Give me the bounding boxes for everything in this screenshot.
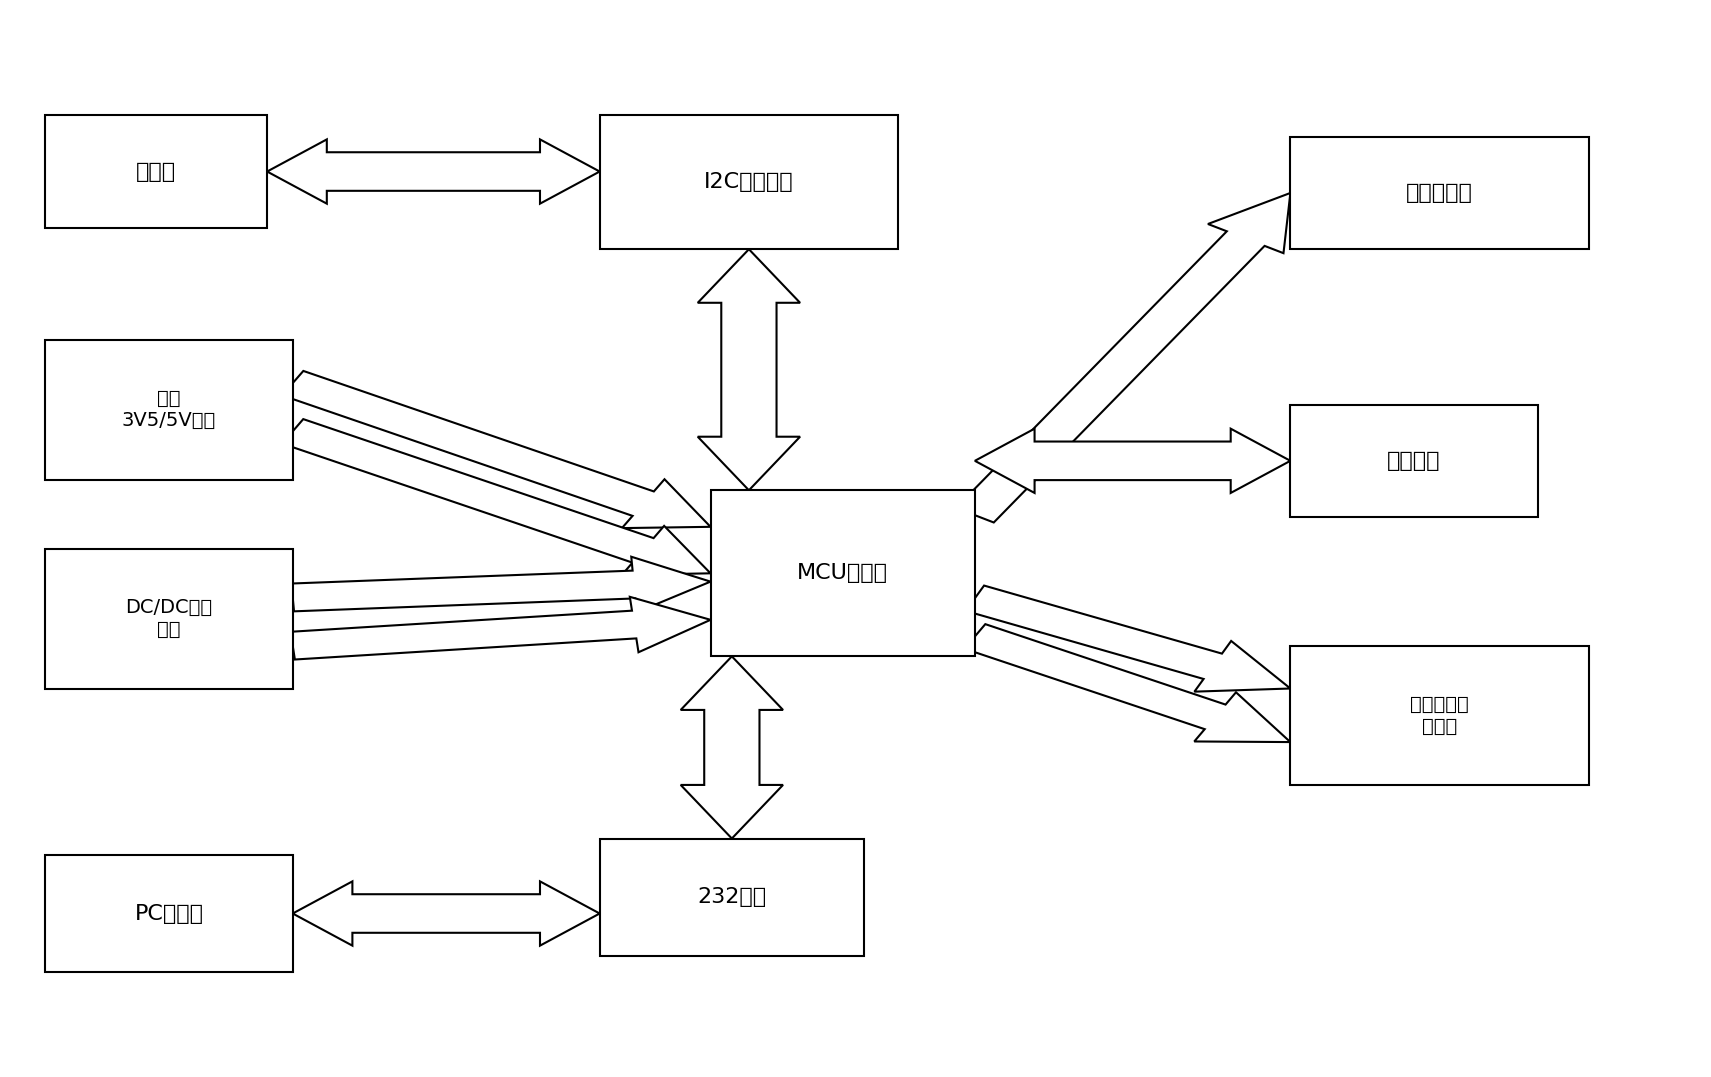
Bar [46, 854, 293, 973]
Polygon shape [267, 139, 599, 204]
Text: I2C通讯芯片: I2C通讯芯片 [705, 172, 794, 193]
Bar [46, 115, 267, 227]
Text: 发热模块: 发热模块 [1388, 451, 1441, 471]
Bar [1290, 645, 1590, 785]
Bar [710, 490, 975, 656]
Polygon shape [975, 429, 1290, 493]
Bar [599, 839, 864, 956]
Bar [1290, 137, 1590, 249]
Bar [1290, 405, 1538, 517]
Bar [46, 340, 293, 479]
Polygon shape [291, 557, 710, 613]
Polygon shape [698, 249, 801, 490]
Text: 面板，热插
拔开关: 面板，热插 拔开关 [1410, 695, 1470, 736]
Bar [599, 115, 898, 249]
Text: PC上位机: PC上位机 [135, 904, 204, 923]
Text: DC/DC电源
模块: DC/DC电源 模块 [125, 599, 212, 640]
Polygon shape [293, 881, 599, 946]
Polygon shape [965, 625, 1290, 742]
Polygon shape [965, 586, 1290, 691]
Text: 232芯片: 232芯片 [698, 887, 767, 908]
Text: 温度传感器: 温度传感器 [1406, 183, 1473, 202]
Polygon shape [282, 370, 710, 528]
Bar [46, 549, 293, 688]
Text: 管理盘: 管理盘 [137, 162, 176, 182]
Text: 背板
3V5/5V电源: 背板 3V5/5V电源 [121, 390, 216, 431]
Polygon shape [956, 193, 1290, 522]
Polygon shape [282, 419, 710, 575]
Text: MCU单片机: MCU单片机 [797, 563, 888, 584]
Polygon shape [291, 597, 710, 659]
Polygon shape [681, 656, 784, 839]
